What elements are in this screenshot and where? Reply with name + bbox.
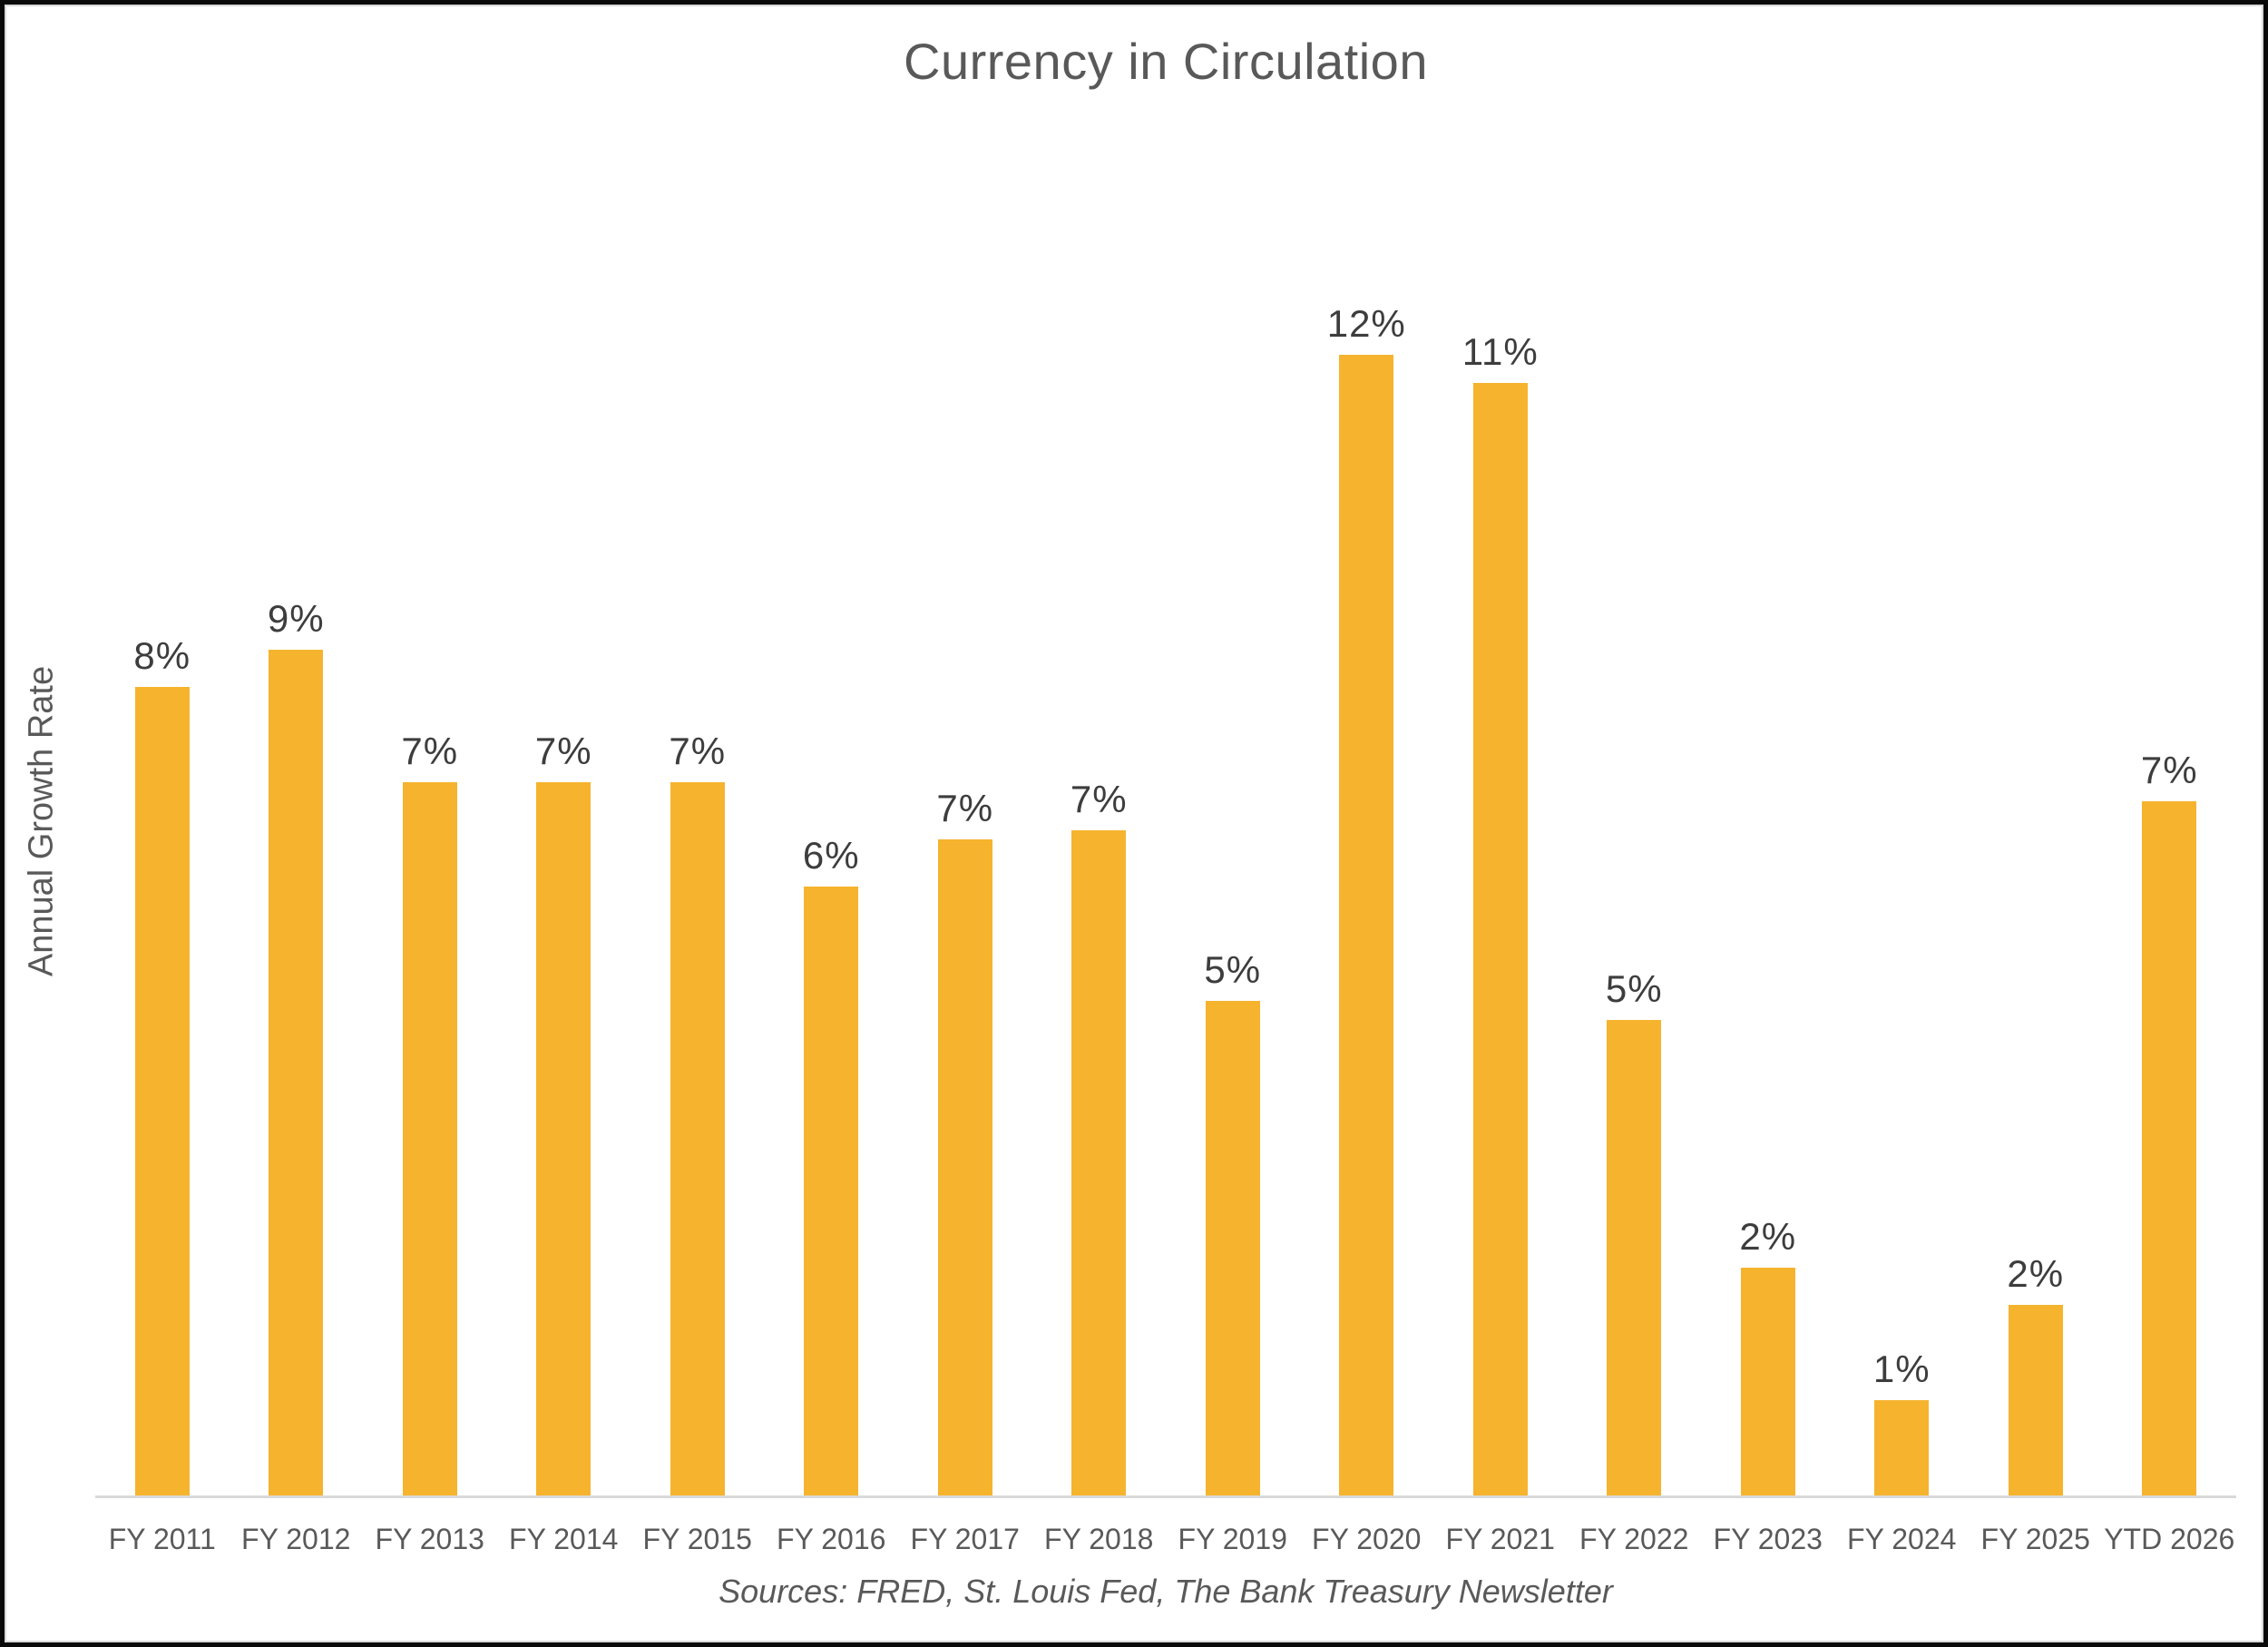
bar bbox=[402, 782, 457, 1495]
bar-group: 2% bbox=[1969, 260, 2103, 1495]
bar-value-label: 7% bbox=[401, 730, 459, 773]
x-tick-label: FY 2011 bbox=[108, 1523, 216, 1555]
x-tick-label: FY 2016 bbox=[777, 1523, 886, 1555]
x-tick-label: FY 2024 bbox=[1847, 1523, 1957, 1555]
bar-value-label: 9% bbox=[267, 596, 325, 640]
bar bbox=[1740, 1267, 1795, 1495]
x-tick-label: FY 2014 bbox=[509, 1523, 619, 1555]
x-tick-label: FY 2022 bbox=[1579, 1523, 1689, 1555]
bar bbox=[1607, 1020, 1662, 1495]
bar-value-label: 2% bbox=[2007, 1252, 2065, 1296]
bar-group: 7% bbox=[1032, 260, 1167, 1495]
bar-value-label: 11% bbox=[1461, 330, 1539, 374]
bar bbox=[1874, 1400, 1930, 1495]
bar-group: 11% bbox=[1433, 260, 1568, 1495]
source-note: Sources: FRED, St. Louis Fed, The Bank T… bbox=[719, 1573, 1613, 1610]
bar bbox=[2008, 1305, 2063, 1495]
y-axis-label: Annual Growth Rate bbox=[22, 665, 61, 977]
bar bbox=[134, 687, 190, 1495]
bar-value-label: 5% bbox=[1605, 967, 1663, 1011]
bar-value-label: 12% bbox=[1326, 301, 1406, 345]
x-tick-label: FY 2020 bbox=[1312, 1523, 1422, 1555]
x-tick-label: FY 2012 bbox=[241, 1523, 351, 1555]
bar-group: 8% bbox=[95, 260, 230, 1495]
bar bbox=[1205, 1001, 1260, 1495]
bar-group: 5% bbox=[1166, 260, 1300, 1495]
bar bbox=[269, 649, 324, 1495]
x-tick-label: FY 2019 bbox=[1178, 1523, 1287, 1555]
bar-group: 7% bbox=[898, 260, 1032, 1495]
bar-group: 12% bbox=[1300, 260, 1434, 1495]
bar bbox=[1472, 383, 1528, 1495]
bar-value-label: 1% bbox=[1872, 1348, 1931, 1391]
bar-value-label: 2% bbox=[1739, 1214, 1797, 1258]
bar-value-label: 7% bbox=[936, 787, 994, 830]
bar bbox=[1339, 354, 1394, 1495]
bar bbox=[2142, 801, 2197, 1495]
chart-title: Currency in Circulation bbox=[904, 33, 1428, 90]
bar bbox=[804, 887, 859, 1495]
bar-value-label: 7% bbox=[2140, 749, 2198, 792]
bar-group: 9% bbox=[230, 260, 364, 1495]
x-tick-label: YTD 2026 bbox=[2104, 1523, 2235, 1555]
x-tick-label: FY 2023 bbox=[1713, 1523, 1823, 1555]
bar bbox=[670, 782, 725, 1495]
bar-group: 7% bbox=[497, 260, 631, 1495]
x-tick-label: FY 2015 bbox=[642, 1523, 752, 1555]
x-tick-label: FY 2025 bbox=[1980, 1523, 2090, 1555]
x-axis-labels: FY 2011 FY 2012 FY 2013 FY 2014 FY 2015 FY 20… bbox=[95, 1523, 2236, 1556]
bar-value-label: 6% bbox=[802, 834, 860, 877]
bar bbox=[937, 839, 992, 1495]
bar bbox=[536, 782, 591, 1495]
bar-value-label: 5% bbox=[1204, 948, 1262, 992]
bar-value-label: 7% bbox=[534, 730, 592, 773]
bar-group: 5% bbox=[1568, 260, 1702, 1495]
bar-group: 6% bbox=[765, 260, 899, 1495]
bar-group: 2% bbox=[1701, 260, 1835, 1495]
x-tick-label: FY 2013 bbox=[375, 1523, 484, 1555]
bar-group: 1% bbox=[1835, 260, 1970, 1495]
bar-value-label: 8% bbox=[133, 634, 191, 678]
plot-area: 8% 9% 7% 7% 7% 6% 7% 7% 5% 12% 11% 5% 2% 1% 2% 7% bbox=[95, 260, 2236, 1498]
bar-group: 7% bbox=[363, 260, 497, 1495]
bar-value-label: 7% bbox=[1070, 777, 1128, 820]
bar-group: 7% bbox=[2103, 260, 2237, 1495]
bar-value-label: 7% bbox=[669, 730, 727, 773]
x-tick-label: FY 2021 bbox=[1445, 1523, 1555, 1555]
bar bbox=[1071, 829, 1127, 1495]
bar-group: 7% bbox=[631, 260, 765, 1495]
x-tick-label: FY 2018 bbox=[1044, 1523, 1154, 1555]
x-tick-label: FY 2017 bbox=[910, 1523, 1020, 1555]
